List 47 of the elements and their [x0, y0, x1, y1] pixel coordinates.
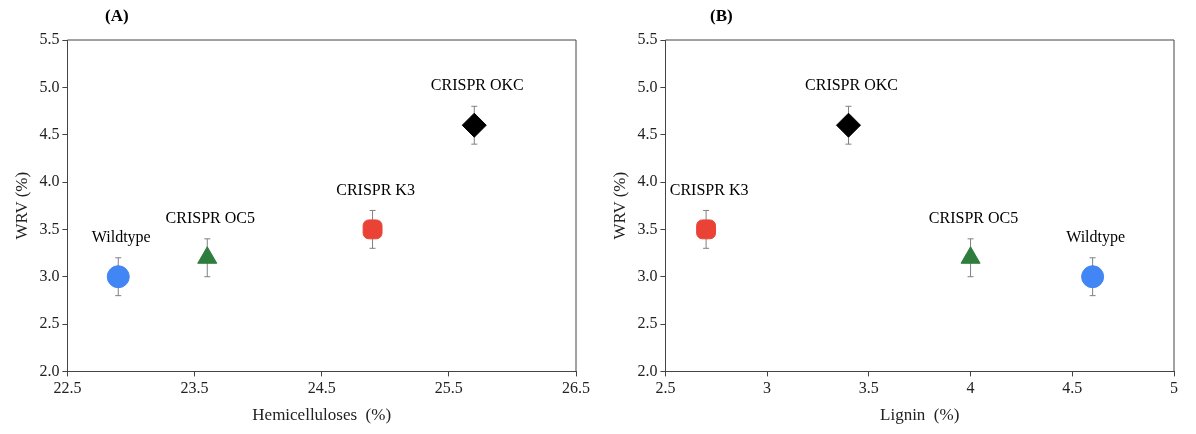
y-axis-title: WRV (%) — [11, 171, 31, 240]
y-tick-label: 4.0 — [39, 172, 60, 190]
point — [362, 219, 383, 240]
y-tick-label: 2.5 — [637, 314, 658, 332]
series-label: CRISPR OKC — [805, 76, 898, 94]
y-tick-label: 3.5 — [39, 219, 60, 237]
y-tick-label: 2.5 — [39, 314, 60, 332]
series-label: CRISPR OC5 — [928, 209, 1019, 227]
point — [461, 112, 487, 138]
x-tick-label: 5 — [1170, 379, 1178, 397]
y-tick-label: 3.5 — [637, 219, 658, 237]
x-tick-label: 22.5 — [53, 379, 82, 397]
y-tick-label: 5.5 — [39, 30, 60, 48]
y-tick-label: 4.5 — [39, 124, 60, 142]
y-tick-label: 5.0 — [637, 77, 658, 95]
series-label: Wildtype — [91, 227, 151, 246]
point — [106, 265, 130, 289]
x-axis-title: Lignin (%) — [880, 405, 960, 425]
point — [836, 112, 861, 138]
x-tick-label: 3 — [763, 379, 772, 397]
y-tick-label: 2.0 — [39, 361, 60, 379]
x-tick-label: 24.5 — [307, 379, 336, 397]
x-axis-title: Hemicelluloses (%) — [252, 405, 392, 425]
y-tick-label: 3.0 — [39, 266, 60, 284]
series-label: CRISPR OKC — [430, 76, 524, 94]
series-label: Wildtype — [1066, 227, 1126, 246]
x-tick-label: 23.5 — [180, 379, 209, 397]
y-axis-title: WRV (%) — [609, 171, 629, 240]
point — [1081, 265, 1105, 289]
y-tick-label: 4.0 — [637, 172, 658, 190]
x-tick-label: 4 — [966, 379, 975, 397]
chart-title: (A) — [105, 6, 129, 26]
series-label: CRISPR OC5 — [165, 209, 255, 227]
chart-title: (B) — [710, 6, 733, 26]
series-label: CRISPR K3 — [669, 180, 749, 198]
x-tick-label: 4.5 — [1062, 379, 1083, 397]
point — [696, 219, 717, 240]
y-tick-label: 5.5 — [637, 30, 658, 48]
x-tick-label: 2.5 — [655, 379, 676, 397]
series-label: CRISPR K3 — [336, 180, 415, 198]
y-tick-label: 5.0 — [39, 77, 60, 95]
x-tick-label: 3.5 — [858, 379, 879, 397]
x-tick-label: 25.5 — [434, 379, 463, 397]
y-tick-label: 3.0 — [637, 266, 658, 284]
x-tick-label: 26.5 — [562, 379, 590, 397]
y-tick-label: 2.0 — [637, 361, 658, 379]
y-tick-label: 4.5 — [637, 124, 658, 142]
